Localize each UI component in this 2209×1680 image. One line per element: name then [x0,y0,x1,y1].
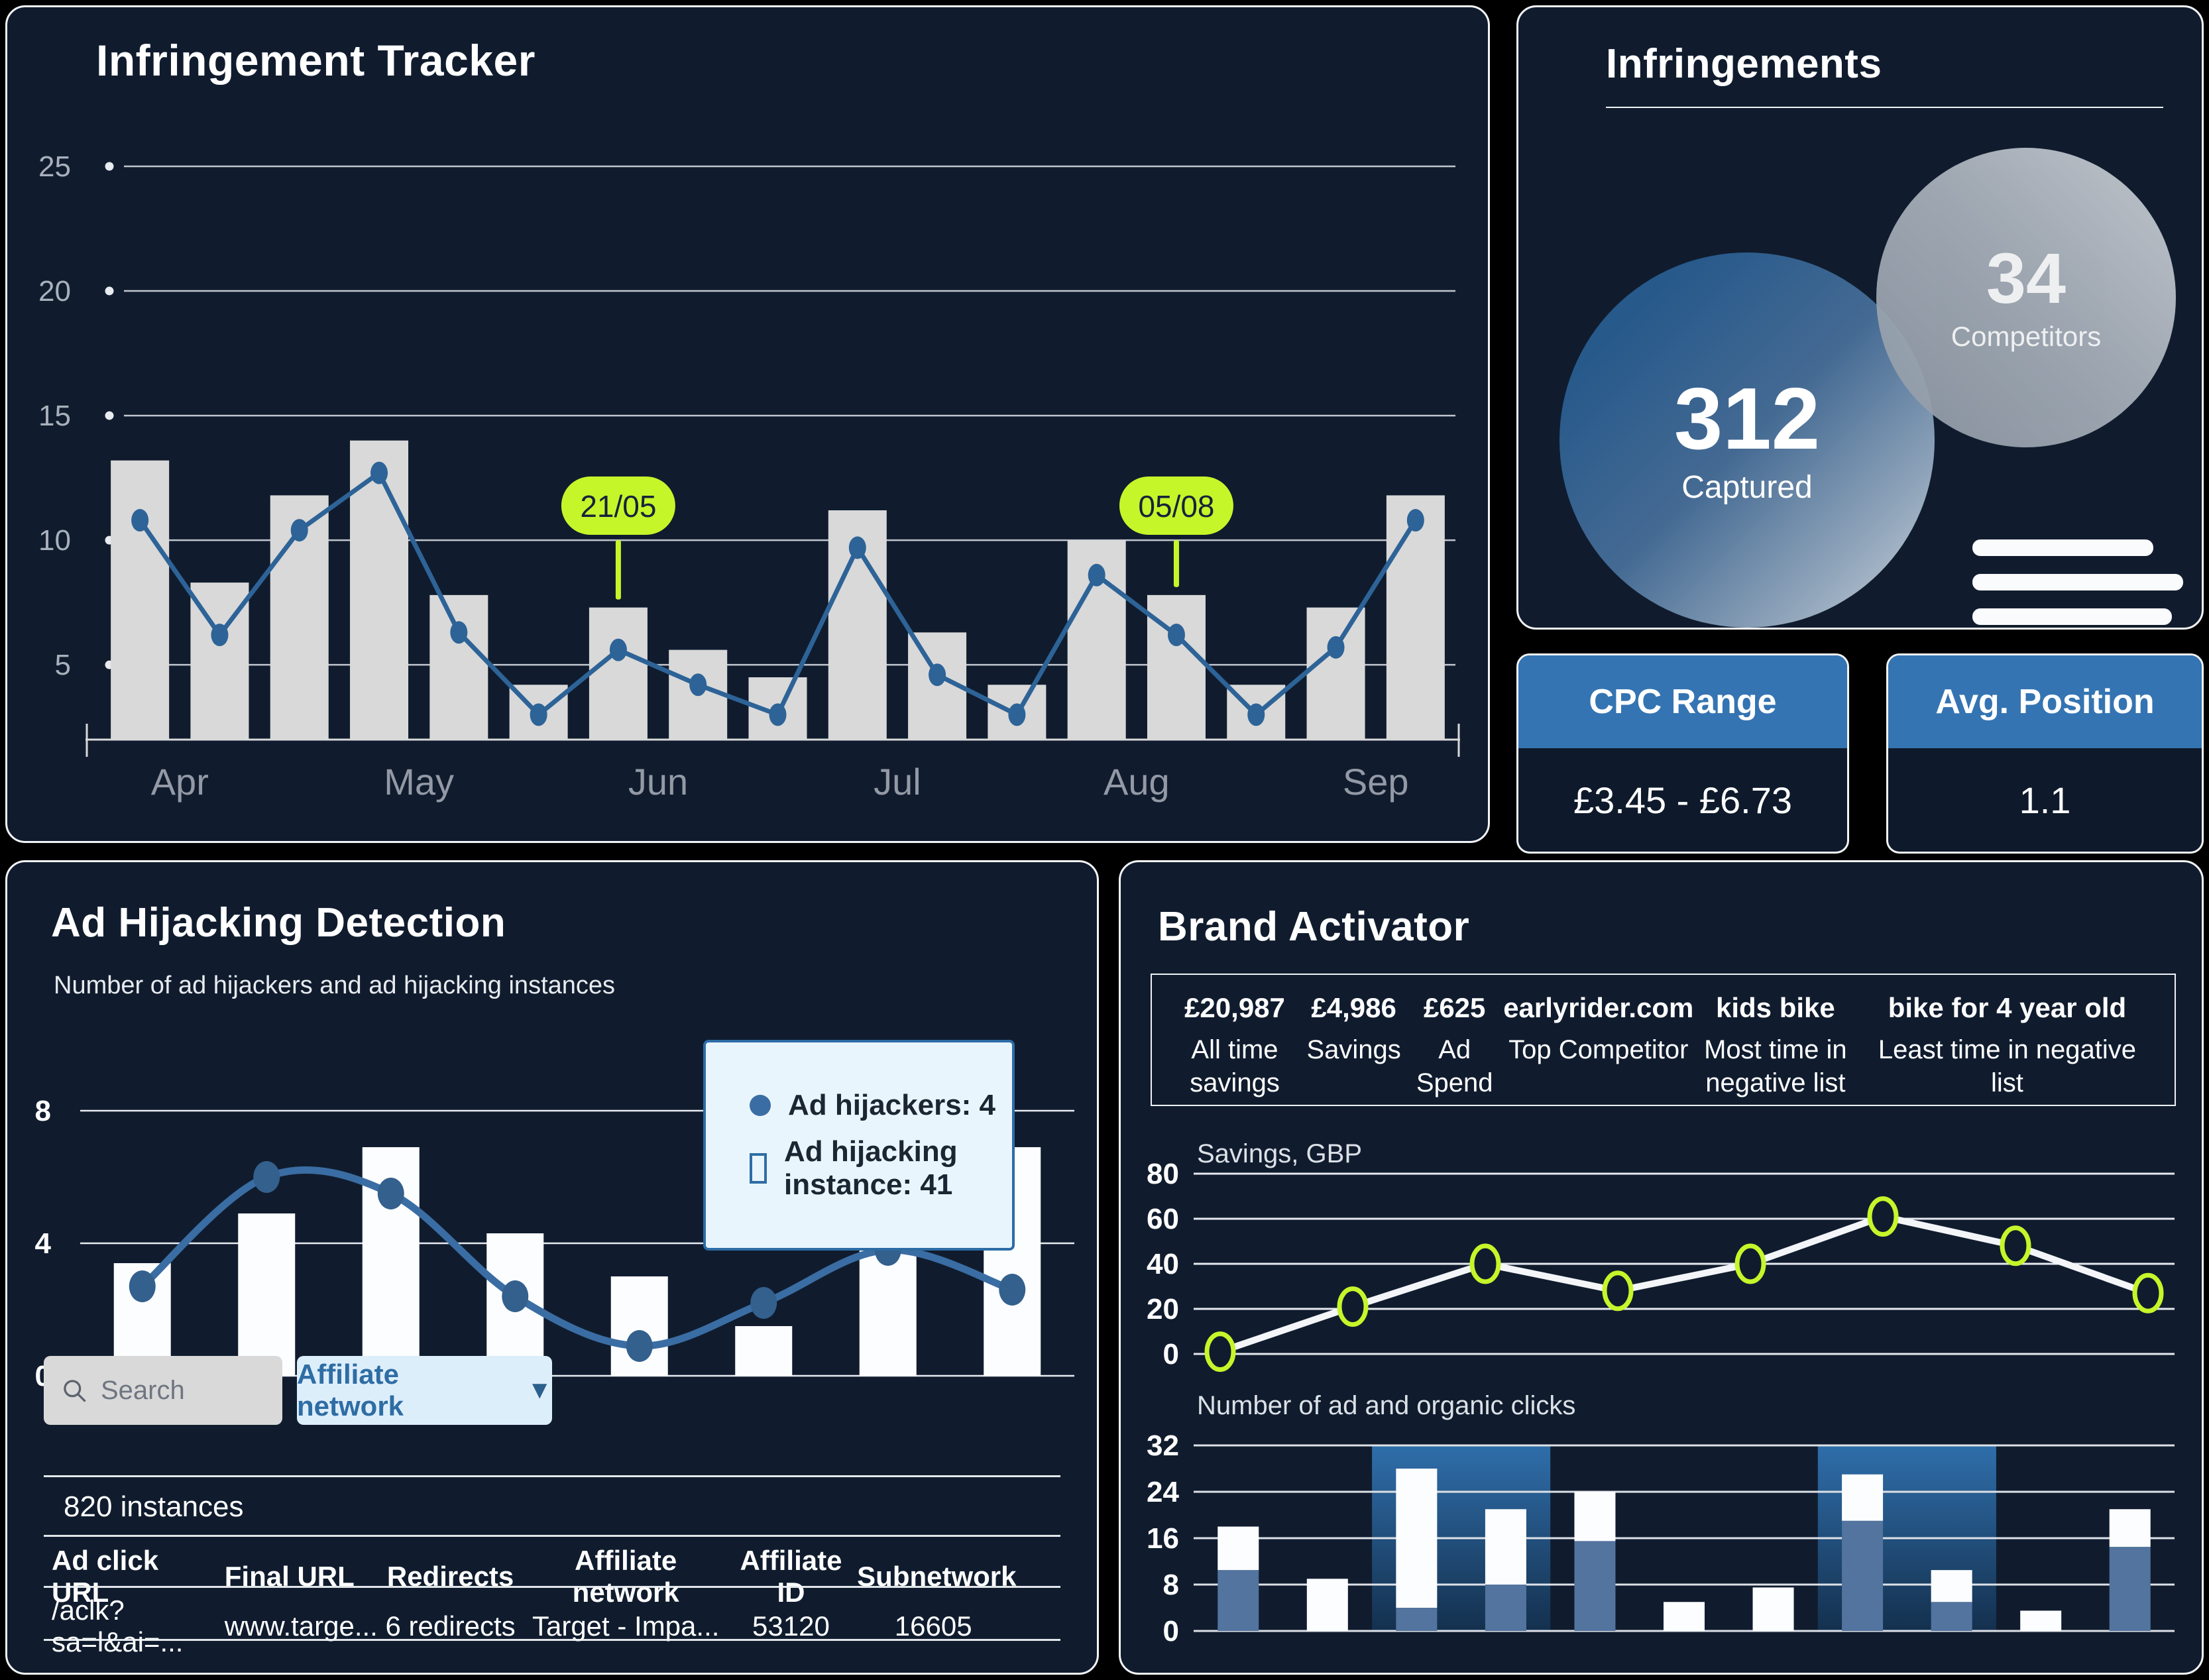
captured-label: Captured [1681,469,1813,505]
title-divider [1606,107,2163,108]
svg-text:May: May [384,761,454,803]
instances-bar-icon [750,1153,767,1184]
instances-count: 820 instances [64,1490,244,1523]
competitors-value: 34 [1986,238,2067,318]
search-icon [64,1380,86,1402]
stat-most-negative: kids bike Most time in negative list [1704,992,1847,1097]
svg-text:20: 20 [1147,1293,1179,1325]
tooltip-instances: Ad hijacking instance: 41 [784,1135,958,1201]
brand-activator-title: Brand Activator [1158,904,1470,950]
svg-text:05/08: 05/08 [1138,489,1214,524]
svg-text:Apr: Apr [151,761,209,803]
col-affiliate-network: Affiliate network [572,1545,679,1608]
savings-chart-label: Savings, GBP [1197,1139,1363,1168]
svg-text:Aug: Aug [1104,761,1170,803]
competitors-label: Competitors [1951,321,2102,352]
stat-all-time-savings: £20,987 All time savings [1184,992,1285,1097]
svg-text:4: 4 [35,1227,52,1260]
cpc-range-card: CPC Range £3.45 - £6.73 [1516,653,1849,854]
tooltip-hijackers: Ad hijackers: 4 [788,1089,996,1121]
hijackers-dot-icon [750,1095,771,1116]
search-input-container[interactable] [44,1356,282,1425]
dropdown-label: Affiliate network [297,1359,404,1422]
svg-text:40: 40 [1147,1248,1179,1280]
cpc-range-value: £3.45 - £6.73 [1573,779,1793,821]
infringements-panel: Infringements 312 Captured 34 Competitor… [1516,5,2204,630]
stat-savings: £4,986 Savings [1306,992,1401,1064]
svg-text:32: 32 [1147,1429,1179,1462]
divider [44,1535,1060,1537]
svg-text:16: 16 [1147,1522,1179,1555]
svg-text:8: 8 [1163,1569,1179,1601]
svg-text:8: 8 [35,1095,51,1127]
svg-text:Jun: Jun [628,761,688,803]
infringement-tracker-panel: Infringement Tracker 25 20 15 10 5 Apr May Jun J… [5,5,1490,843]
svg-text:60: 60 [1147,1203,1179,1235]
col-ad-click-url: Ad click URL [52,1545,159,1608]
avg-position-value: 1.1 [2019,779,2071,821]
svg-text:Jul: Jul [874,761,921,803]
brand-activator-panel: Brand Activator £20,987 All time savings… [1119,860,2204,1675]
cell-ad-click-url: /aclk?sa=l&ai=... [52,1595,184,1657]
svg-text:15: 15 [38,400,71,432]
cpc-range-title: CPC Range [1518,655,1847,748]
avg-position-card: Avg. Position 1.1 [1886,653,2204,854]
captured-bubble: 312 Captured [1559,252,1935,628]
search-input[interactable] [99,1374,261,1406]
svg-text:0: 0 [1163,1615,1179,1648]
infringements-title: Infringements [1606,41,1882,87]
cell-affiliate-id: 53120 [752,1610,830,1642]
ad-hijacking-title: Ad Hijacking Detection [51,900,506,946]
chart-tooltip: Ad hijackers: 4 Ad hijacking instance: 4… [703,1040,1015,1251]
ad-hijacking-subtitle: Number of ad hijackers and ad hijacking … [54,972,616,999]
ad-hijacking-panel: Ad Hijacking Detection Number of ad hija… [5,860,1099,1675]
stat-ad-spend: £625 Ad Spend [1416,992,1493,1097]
competitors-bubble: 34 Competitors [1876,148,2176,447]
divider [44,1586,1060,1588]
avg-position-title: Avg. Position [1888,655,2202,748]
svg-text:20: 20 [38,275,71,308]
svg-text:25: 25 [38,150,71,183]
svg-text:24: 24 [1147,1476,1179,1508]
table-row[interactable]: /aclk?sa=l&ai=... www.targe... 6 redirec… [44,1595,1060,1657]
svg-text:21/05: 21/05 [580,489,656,524]
brand-stats-strip: £20,987 All time savings £4,986 Savings … [1151,974,2176,1106]
svg-text:Sep: Sep [1343,761,1409,803]
table-header-row: Ad click URL Final URL Redirects Affilia… [44,1545,1060,1608]
cell-subnetwork: 16605 [894,1610,972,1642]
svg-text:10: 10 [38,524,71,557]
stat-top-competitor: earlyrider.com Top Competitor [1503,992,1694,1064]
cell-final-url: www.targe... [224,1610,378,1642]
svg-text:0: 0 [1163,1338,1179,1371]
list-lines-icon [1972,539,2183,628]
captured-value: 312 [1673,369,1821,467]
chevron-down-icon: ▼ [527,1376,552,1404]
col-affiliate-id: Affiliate ID [740,1545,842,1608]
svg-text:80: 80 [1147,1158,1179,1190]
svg-text:5: 5 [55,649,71,681]
page-title: Infringement Tracker [96,36,536,85]
stat-least-negative: bike for 4 year old Least time in negati… [1878,992,2137,1097]
affiliate-network-dropdown[interactable]: Affiliate network ▼ [297,1356,552,1425]
divider [44,1475,1060,1477]
clicks-chart-label: Number of ad and organic clicks [1197,1391,1576,1420]
cell-redirects: 6 redirects [385,1610,516,1642]
cell-affiliate-network: Target - Impa... [532,1610,720,1642]
divider [44,1639,1060,1641]
